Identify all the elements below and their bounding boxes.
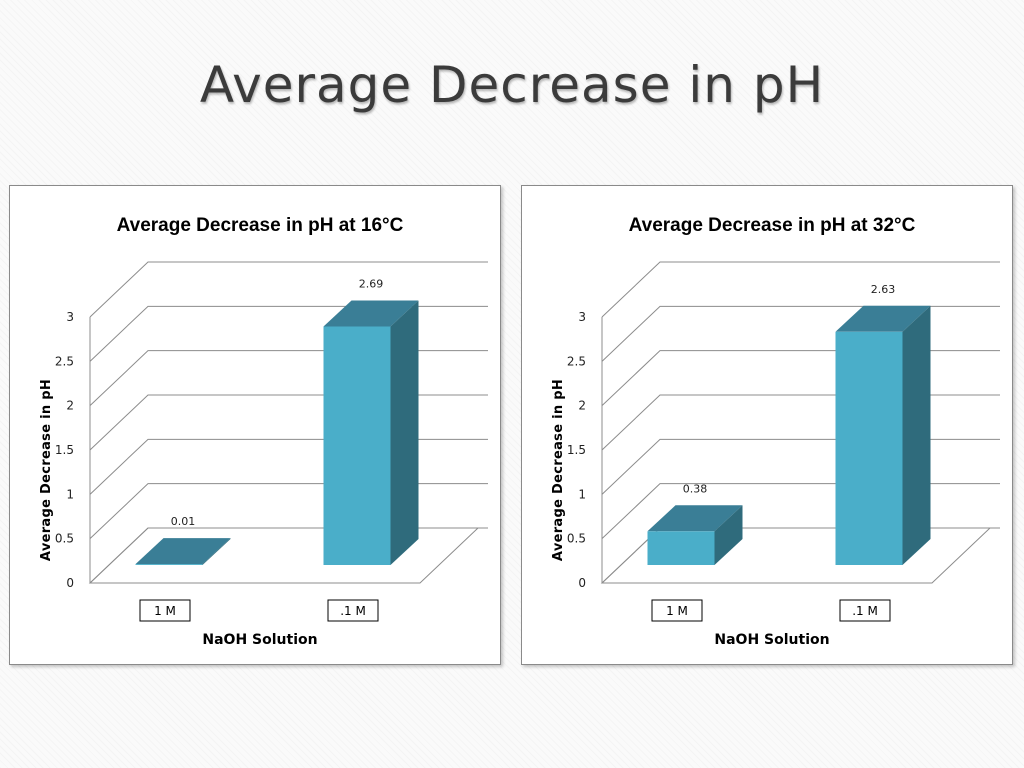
bar-1: [835, 305, 931, 565]
gridline: [89, 350, 488, 407]
data-label: 2.69: [359, 277, 384, 290]
category-box: [327, 599, 379, 622]
category-label: .1 M: [327, 599, 379, 622]
bar-top-face: [135, 538, 231, 565]
gridline-path: [601, 305, 1000, 362]
gridline: [601, 305, 1000, 362]
y-tick-label: 1: [578, 487, 586, 501]
y-tick-label: 0: [578, 576, 586, 590]
bar-front-face: [647, 531, 715, 565]
bar-front-face: [835, 331, 903, 565]
data-label: 0.01: [171, 515, 196, 528]
y-tick-label: 2.5: [55, 354, 74, 368]
chart-panel-32c: Average Decrease in pH at 32°C 0 0.5 1 1.5 2 2…: [521, 185, 1013, 665]
bar-side-face: [902, 305, 931, 565]
y-tick-label: 2.5: [567, 354, 586, 368]
chart-title: Average Decrease in pH at 16°C: [117, 215, 404, 236]
bar-1: [323, 300, 419, 565]
y-tick-label: 1.5: [55, 443, 74, 457]
chart-floor: [600, 527, 992, 584]
y-tick-label: 0.5: [55, 532, 74, 546]
x-axis-title: NaOH Solution: [714, 632, 829, 648]
gridline: [89, 438, 488, 495]
gridline-path: [89, 305, 488, 362]
category-text: 1 M: [666, 604, 688, 618]
category-text: .1 M: [340, 604, 366, 618]
bar-top-face: [647, 505, 743, 532]
y-tick-label: 3: [578, 310, 586, 324]
y-tick-label: 0.5: [567, 532, 586, 546]
gridline: [89, 483, 488, 540]
gridline: [89, 261, 488, 318]
gridline: [601, 438, 1000, 495]
y-tick-label: 3: [66, 310, 74, 324]
data-label: 0.38: [683, 482, 708, 495]
y-tick-label: 2: [578, 399, 586, 413]
bar-side-face: [390, 300, 419, 565]
x-axis-title: NaOH Solution: [202, 632, 317, 648]
gridline-path: [601, 438, 1000, 495]
category-text: 1 M: [154, 604, 176, 618]
gridline: [89, 394, 488, 451]
y-axis-title: Average Decrease in pH: [39, 379, 54, 561]
chart-32c: Average Decrease in pH at 32°C 0 0.5 1 1.5 2 2…: [551, 215, 1000, 648]
y-axis-title: Average Decrease in pH: [551, 379, 566, 561]
chart-floor: [88, 527, 480, 584]
category-box: [139, 599, 191, 622]
category-text: .1 M: [852, 604, 878, 618]
bar-side-face: [202, 538, 231, 565]
gridline-path: [89, 261, 488, 318]
gridline-path: [601, 350, 1000, 407]
gridline-path: [601, 261, 1000, 318]
gridline: [601, 350, 1000, 407]
gridline-path: [89, 438, 488, 495]
bar-side-face: [714, 505, 743, 565]
chart-panel-16c: Average Decrease in pH at 16°C 0 0.5 1 1.5 2 2…: [9, 185, 501, 665]
bar-top-face: [835, 305, 931, 332]
bar-top-face: [323, 300, 419, 327]
gridline-path: [601, 394, 1000, 451]
y-tick-label: 1.5: [567, 443, 586, 457]
chart-16c: Average Decrease in pH at 16°C 0 0.5 1 1.5 2 2…: [39, 215, 488, 648]
bar-0: [647, 505, 743, 565]
y-tick-label: 0: [66, 576, 74, 590]
bar-front-face: [135, 564, 203, 565]
category-box: [839, 599, 891, 622]
chart-title: Average Decrease in pH at 32°C: [629, 215, 916, 236]
category-label: 1 M: [139, 599, 191, 622]
gridline-path: [89, 483, 488, 540]
gridline: [601, 394, 1000, 451]
bar-front-face: [323, 326, 391, 565]
data-label: 2.63: [871, 283, 896, 296]
category-label: 1 M: [651, 599, 703, 622]
bar-0: [135, 538, 231, 565]
gridline-path: [89, 350, 488, 407]
y-tick-label: 2: [66, 399, 74, 413]
gridline: [601, 261, 1000, 318]
gridline: [89, 305, 488, 362]
gridline-path: [89, 394, 488, 451]
category-label: .1 M: [839, 599, 891, 622]
y-tick-label: 1: [66, 487, 74, 501]
category-box: [651, 599, 703, 622]
slide-title: Average Decrease in pH: [199, 56, 825, 114]
